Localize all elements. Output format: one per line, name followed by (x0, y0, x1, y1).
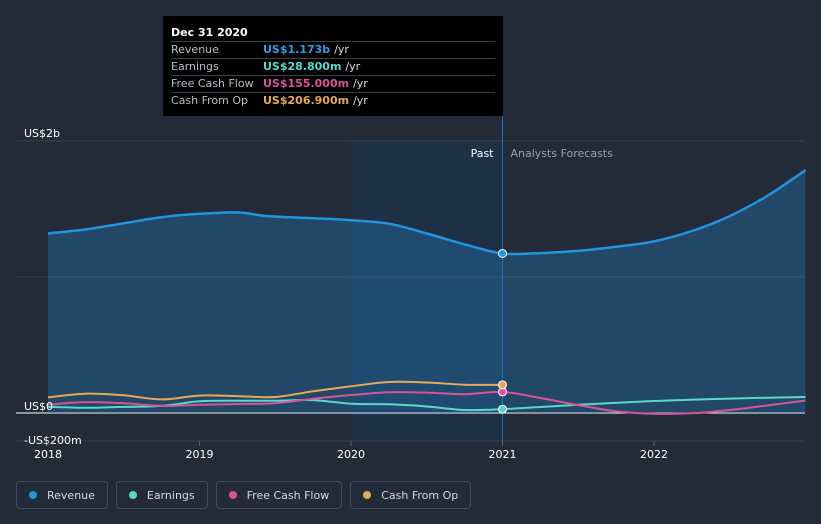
tooltip-unit: /yr (345, 60, 361, 73)
legend-label: Cash From Op (381, 488, 459, 502)
x-tick-label: 2020 (337, 448, 365, 461)
tooltip-value: US$1.173b (263, 43, 331, 56)
area-layer (48, 170, 806, 413)
legend-label: Earnings (146, 488, 195, 502)
tooltip-label: Cash From Op (171, 94, 249, 107)
tooltip-label: Earnings (171, 60, 219, 73)
free-cash-flow-line (47, 390, 806, 415)
tooltip-label: Free Cash Flow (171, 77, 254, 90)
tooltip-row-earnings: Earnings US$28.800m /yr (171, 58, 495, 75)
earnings-dot-icon (128, 491, 137, 499)
tooltip-row-cash-from-op: Cash From Op US$206.900m /yr (171, 92, 495, 109)
tooltip-label: Revenue (171, 43, 219, 56)
tooltip-unit: /yr (353, 94, 368, 107)
cash-from-op-line (47, 380, 503, 401)
past-label: Past (471, 147, 495, 160)
y-tick-label: -US$200m (24, 434, 82, 447)
line-layer (47, 169, 807, 415)
x-tick-label: 2019 (186, 448, 214, 461)
tooltip-unit: /yr (353, 77, 368, 90)
y-tick-label: US$2b (24, 127, 60, 140)
past-region-shade (351, 141, 503, 441)
x-tick-label: 2021 (489, 448, 517, 461)
tooltip-value: US$206.900m (263, 94, 350, 107)
forecast-label: Analysts Forecasts (511, 147, 614, 160)
revenue-dot-icon (29, 491, 37, 499)
legend: Revenue Earnings Free Cash Flow Cash Fro… (16, 481, 472, 509)
x-tick-label: 2022 (640, 448, 668, 461)
revenue-line (47, 169, 807, 256)
cash-from-op-dot-icon (363, 491, 372, 499)
x-tick-label: 2018 (34, 448, 62, 461)
y-axis-tick-labels: US$2b US$0 -US$200m (24, 127, 82, 447)
legend-label: Free Cash Flow (246, 488, 330, 502)
revenue-area (48, 170, 806, 413)
y-tick-label: US$0 (24, 400, 53, 413)
x-axis-tick-labels: 2018 2019 2020 2021 2022 (34, 441, 668, 461)
legend-item-revenue[interactable]: Revenue (16, 481, 108, 509)
legend-item-cash-from-op[interactable]: Cash From Op (350, 481, 472, 509)
legend-item-earnings[interactable]: Earnings (115, 481, 208, 509)
cash-from-op-marker (498, 380, 507, 390)
marker-layer (498, 248, 507, 414)
tooltip-value: US$155.000m (263, 77, 350, 90)
tooltip-date: Dec 31 2020 (171, 26, 248, 39)
tooltip: Dec 31 2020 Revenue US$1.173b /yr Earnin… (163, 16, 503, 116)
revenue-marker (498, 248, 507, 258)
tooltip-row-revenue: Revenue US$1.173b /yr (171, 41, 495, 58)
legend-label: Revenue (47, 488, 95, 502)
earnings-marker (498, 404, 507, 414)
tooltip-row-free-cash-flow: Free Cash Flow US$155.000m /yr (171, 75, 495, 92)
tooltip-value: US$28.800m (263, 60, 342, 73)
free-cash-flow-dot-icon (228, 491, 237, 499)
legend-item-free-cash-flow[interactable]: Free Cash Flow (215, 481, 343, 509)
tooltip-unit: /yr (334, 43, 349, 56)
